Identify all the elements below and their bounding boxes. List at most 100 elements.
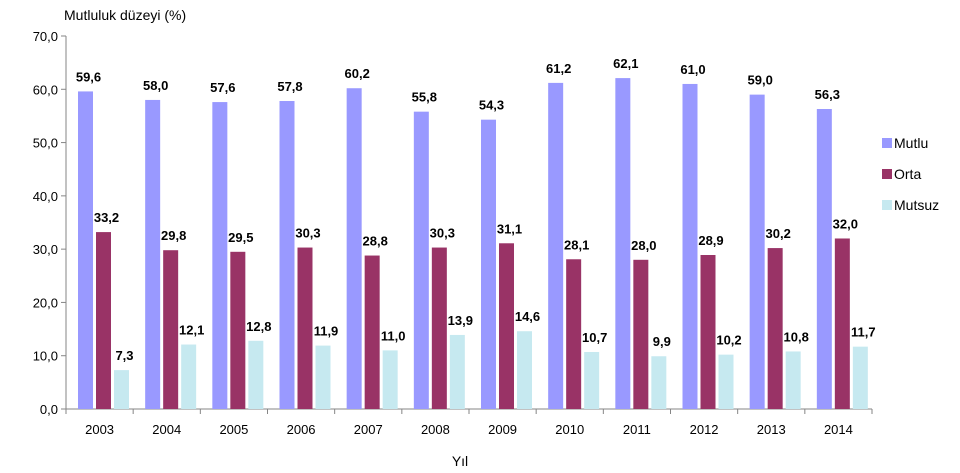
data-label-orta: 29,5 bbox=[228, 230, 253, 245]
legend-swatch-orta bbox=[882, 169, 892, 179]
bar-orta bbox=[297, 247, 313, 409]
x-tick-label: 2006 bbox=[287, 422, 316, 437]
bars bbox=[78, 78, 868, 410]
data-label-mutsuz: 9,9 bbox=[653, 334, 671, 349]
data-labels: 59,6 58,0 57,6 57,8 60,2 55,8 54,3 61,2 62,1 61,0… bbox=[76, 56, 876, 363]
bar-orta bbox=[566, 259, 582, 409]
x-tick-label: 2007 bbox=[354, 422, 383, 437]
bar-orta bbox=[700, 255, 716, 409]
legend-label-mutlu: Mutlu bbox=[894, 135, 928, 151]
x-tick-label: 2012 bbox=[690, 422, 719, 437]
bar-mutlu bbox=[346, 88, 362, 409]
data-label-mutlu: 54,3 bbox=[479, 98, 504, 113]
data-label-mutsuz: 14,6 bbox=[515, 309, 540, 324]
data-label-orta: 30,2 bbox=[766, 226, 791, 241]
data-label-orta: 33,2 bbox=[94, 210, 119, 225]
data-label-mutsuz: 11,0 bbox=[381, 328, 406, 343]
data-label-orta: 28,1 bbox=[564, 237, 589, 252]
x-tick-label: 2004 bbox=[152, 422, 181, 437]
data-label-mutlu: 61,0 bbox=[680, 62, 705, 77]
data-label-mutlu: 59,6 bbox=[76, 69, 101, 84]
data-label-mutlu: 57,8 bbox=[277, 79, 302, 94]
x-tick-label: 2008 bbox=[421, 422, 450, 437]
x-tick-label: 2009 bbox=[488, 422, 517, 437]
data-label-mutsuz: 11,9 bbox=[314, 324, 339, 339]
data-label-mutlu: 60,2 bbox=[345, 66, 370, 81]
legend-swatch-mutsuz bbox=[882, 200, 892, 210]
bar-mutsuz bbox=[517, 331, 532, 409]
data-label-orta: 32,0 bbox=[833, 216, 858, 231]
y-tick-label: 20,0 bbox=[33, 295, 58, 310]
data-label-mutlu: 58,0 bbox=[143, 78, 168, 93]
bar-orta bbox=[230, 251, 246, 409]
data-label-orta: 30,3 bbox=[430, 226, 455, 241]
bar-mutlu bbox=[615, 78, 631, 410]
bar-mutsuz bbox=[382, 350, 398, 409]
x-tick-label: 2010 bbox=[555, 422, 584, 437]
bar-mutsuz bbox=[718, 354, 734, 409]
bar-mutlu bbox=[279, 101, 295, 409]
bar-mutsuz bbox=[315, 345, 331, 409]
y-tick-label: 0,0 bbox=[40, 402, 58, 417]
bar-orta bbox=[767, 248, 783, 409]
legend-label-mutsuz: Mutsuz bbox=[894, 197, 939, 213]
bar-mutsuz bbox=[248, 340, 264, 409]
bar-mutlu bbox=[749, 94, 765, 409]
bar-orta bbox=[633, 259, 649, 409]
bar-orta bbox=[96, 232, 111, 409]
legend: Mutlu Orta Mutsuz bbox=[882, 135, 939, 213]
data-label-mutlu: 55,8 bbox=[412, 90, 437, 105]
data-label-mutlu: 62,1 bbox=[613, 56, 638, 71]
bar-orta bbox=[163, 250, 179, 409]
bar-mutlu bbox=[682, 83, 698, 409]
legend-swatch-mutlu bbox=[882, 138, 892, 148]
bar-mutlu bbox=[548, 82, 564, 410]
bar-mutsuz bbox=[114, 370, 129, 409]
data-label-mutlu: 61,2 bbox=[546, 61, 571, 76]
data-label-orta: 28,0 bbox=[631, 238, 656, 253]
y-tick-label: 60,0 bbox=[33, 82, 58, 97]
data-label-mutsuz: 10,2 bbox=[716, 333, 741, 348]
bar-orta bbox=[834, 238, 850, 409]
y-tick-label: 30,0 bbox=[33, 242, 58, 257]
x-tick-label: 2014 bbox=[824, 422, 853, 437]
x-tick-label: 2011 bbox=[623, 422, 651, 437]
bar-mutsuz bbox=[785, 351, 801, 409]
bar-mutlu bbox=[481, 119, 496, 409]
bar-mutlu bbox=[816, 109, 832, 409]
bar-orta bbox=[499, 243, 514, 409]
y-tick-label: 10,0 bbox=[33, 349, 58, 364]
bar-mutlu bbox=[413, 111, 429, 409]
data-label-mutsuz: 12,8 bbox=[246, 319, 271, 334]
bar-orta bbox=[431, 247, 447, 409]
data-label-orta: 30,3 bbox=[295, 226, 320, 241]
x-tick-label: 2005 bbox=[219, 422, 248, 437]
data-label-mutsuz: 10,7 bbox=[582, 330, 607, 345]
data-label-mutsuz: 7,3 bbox=[115, 348, 133, 363]
y-tick-label: 70,0 bbox=[33, 29, 58, 44]
data-label-orta: 31,1 bbox=[497, 221, 522, 236]
y-axis: 0,0 10,0 20,0 30,0 40,0 50,0 60,0 70,0 bbox=[33, 29, 67, 417]
bar-mutlu bbox=[212, 102, 228, 410]
legend-label-orta: Orta bbox=[894, 166, 921, 182]
bar-mutsuz bbox=[181, 344, 197, 409]
bar-mutsuz bbox=[584, 351, 600, 409]
bar-mutsuz bbox=[449, 334, 465, 409]
x-tick-label: 2003 bbox=[85, 422, 114, 437]
data-label-orta: 29,8 bbox=[161, 228, 186, 243]
bar-mutlu bbox=[78, 91, 93, 409]
x-axis-title: Yıl bbox=[452, 453, 468, 469]
data-label-mutsuz: 10,8 bbox=[784, 329, 809, 344]
y-tick-label: 50,0 bbox=[33, 136, 58, 151]
data-label-mutsuz: 12,1 bbox=[179, 323, 204, 338]
x-axis: 2003 2004 2005 2006 2007 2008 2009 2010 2011 2012… bbox=[65, 408, 873, 437]
data-label-mutlu: 57,6 bbox=[210, 80, 235, 95]
data-label-mutsuz: 11,7 bbox=[851, 325, 876, 340]
data-label-mutlu: 56,3 bbox=[815, 87, 840, 102]
data-label-mutlu: 59,0 bbox=[748, 73, 773, 88]
bar-orta bbox=[364, 255, 380, 409]
data-label-mutsuz: 13,9 bbox=[448, 313, 473, 328]
bar-mutlu bbox=[145, 99, 161, 409]
x-tick-label: 2013 bbox=[757, 422, 786, 437]
